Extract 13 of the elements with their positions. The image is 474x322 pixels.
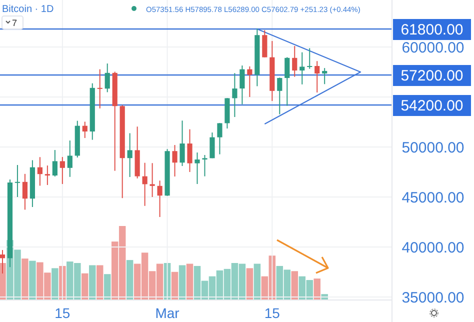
ref-line-label: 57200.00 [400,67,464,84]
annotation: 7 [12,18,18,28]
y-tick-label: 50000.00 [402,139,464,156]
y-tick-label: 40000.00 [402,239,464,256]
ref-line-label: 54200.00 [400,97,464,114]
y-tick-label: 35000.00 [402,289,464,306]
y-tick-label: 45000.00 [402,189,464,206]
x-tick-label: Mar [155,304,180,321]
chart-title: Bitcoin · 1D [2,4,54,15]
y-tick-label: 60000.00 [402,39,464,56]
x-tick-label: 15 [54,304,70,321]
ref-line-label: 61800.00 [400,21,464,38]
x-tick-label: 15 [264,304,280,321]
